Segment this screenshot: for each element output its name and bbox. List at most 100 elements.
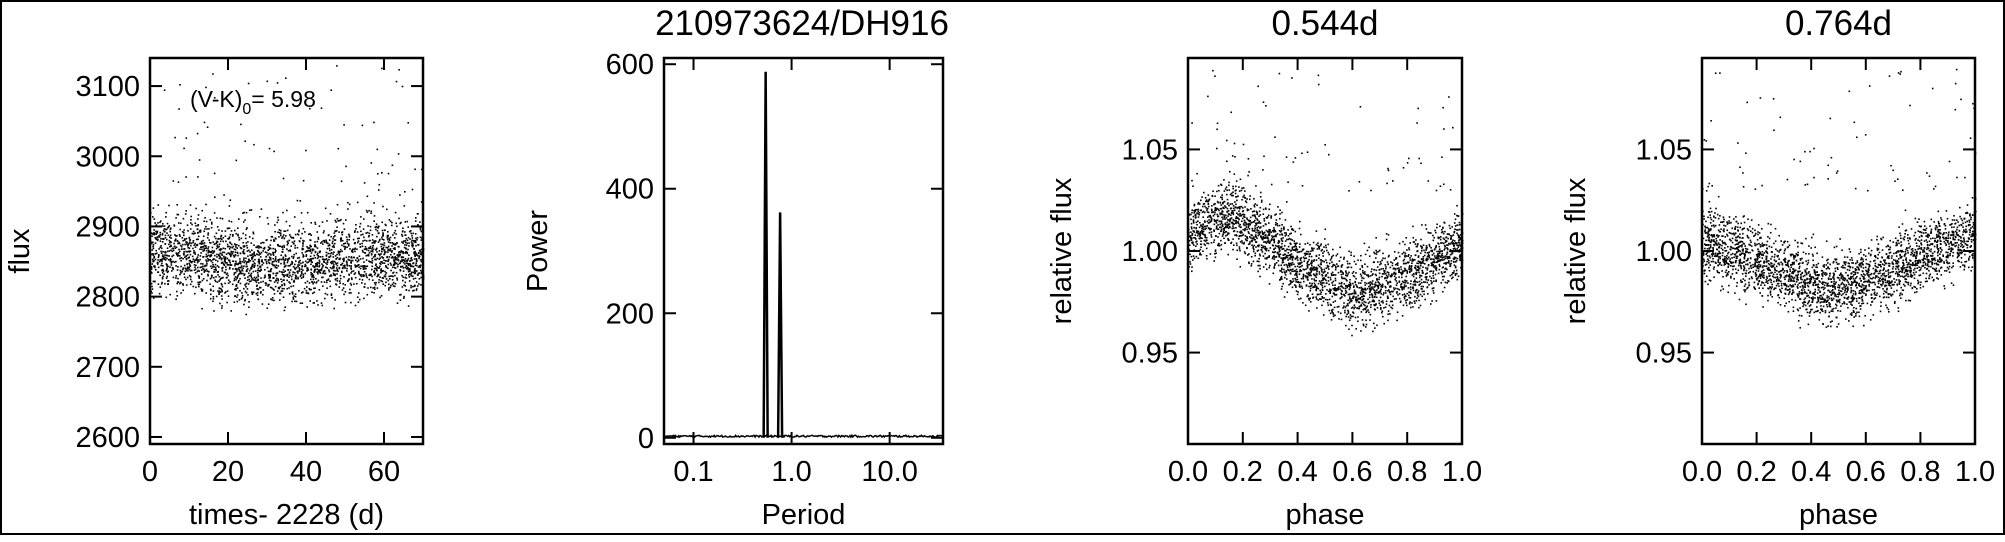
data-point xyxy=(418,258,420,260)
data-point xyxy=(1355,272,1357,274)
data-point xyxy=(1296,276,1298,278)
data-point xyxy=(1419,268,1421,270)
data-point xyxy=(1395,288,1397,290)
data-point xyxy=(390,237,392,239)
data-point xyxy=(391,225,393,227)
data-point xyxy=(182,237,184,239)
data-point xyxy=(265,259,267,261)
data-point xyxy=(284,238,286,240)
data-point xyxy=(1218,190,1220,192)
data-point xyxy=(1376,325,1378,327)
data-point xyxy=(1442,266,1444,268)
data-point xyxy=(1206,207,1208,209)
data-point xyxy=(327,294,329,296)
data-point xyxy=(379,255,381,257)
data-point xyxy=(1248,209,1250,211)
data-point xyxy=(317,241,319,243)
data-point xyxy=(242,267,244,269)
data-point xyxy=(1432,258,1434,260)
data-point xyxy=(1439,226,1441,228)
data-point xyxy=(344,248,346,250)
data-point xyxy=(1398,252,1400,254)
data-point xyxy=(279,232,281,234)
data-point xyxy=(367,255,369,257)
data-point xyxy=(1331,282,1333,284)
data-point xyxy=(407,226,409,228)
data-point xyxy=(257,274,259,276)
data-point xyxy=(1293,240,1295,242)
data-point xyxy=(1348,266,1350,268)
data-point xyxy=(260,277,262,279)
data-point xyxy=(281,285,283,287)
outlier-point xyxy=(205,204,207,206)
data-point xyxy=(197,244,199,246)
data-point xyxy=(344,284,346,286)
data-point xyxy=(297,233,299,235)
data-point xyxy=(1249,241,1251,243)
data-point xyxy=(379,250,381,252)
data-point xyxy=(1406,249,1408,251)
data-point xyxy=(1441,257,1443,259)
data-point xyxy=(166,265,168,267)
data-point xyxy=(1278,260,1280,262)
data-point xyxy=(195,223,197,225)
data-point xyxy=(299,260,301,262)
data-point xyxy=(1448,262,1450,264)
data-point xyxy=(1203,228,1205,230)
data-point xyxy=(199,259,201,261)
data-point xyxy=(353,239,355,241)
data-point xyxy=(325,273,327,275)
data-point xyxy=(366,248,368,250)
data-point xyxy=(1454,228,1456,230)
data-point xyxy=(1417,266,1419,268)
data-point xyxy=(359,255,361,257)
data-point xyxy=(1214,239,1216,241)
data-point xyxy=(244,219,246,221)
data-point xyxy=(1410,289,1412,291)
data-point xyxy=(1269,242,1271,244)
data-point xyxy=(254,259,256,261)
data-point xyxy=(289,265,291,267)
data-point xyxy=(222,270,224,272)
data-point xyxy=(277,282,279,284)
data-point xyxy=(1423,262,1425,264)
data-point xyxy=(241,248,243,250)
data-point xyxy=(417,237,419,239)
data-point xyxy=(263,242,265,244)
data-point xyxy=(1390,294,1392,296)
data-point xyxy=(358,292,360,294)
data-point xyxy=(224,265,226,267)
data-point xyxy=(349,204,351,206)
data-point xyxy=(212,264,214,266)
data-point xyxy=(210,242,212,244)
data-point xyxy=(198,270,200,272)
data-point xyxy=(1427,252,1429,254)
data-point xyxy=(170,260,172,262)
data-point xyxy=(1397,311,1399,313)
data-point xyxy=(1239,208,1241,210)
data-point xyxy=(1220,240,1222,242)
data-point xyxy=(1222,199,1224,201)
data-point xyxy=(1444,268,1446,270)
data-point xyxy=(1250,222,1252,224)
data-point xyxy=(1299,273,1301,275)
data-point xyxy=(1412,226,1414,228)
data-point xyxy=(183,229,185,231)
data-point xyxy=(1299,262,1301,264)
data-point xyxy=(1276,262,1278,264)
data-point xyxy=(302,245,304,247)
data-point xyxy=(164,231,166,233)
data-point xyxy=(163,256,165,258)
data-point xyxy=(415,233,417,235)
outlier-point xyxy=(345,166,347,168)
data-point xyxy=(1453,234,1455,236)
data-point xyxy=(1328,252,1330,254)
data-point xyxy=(223,237,225,239)
data-point xyxy=(1234,173,1236,175)
data-point xyxy=(354,273,356,275)
data-point xyxy=(329,239,331,241)
data-point xyxy=(206,254,208,256)
data-point xyxy=(358,260,360,262)
data-point xyxy=(1225,188,1227,190)
